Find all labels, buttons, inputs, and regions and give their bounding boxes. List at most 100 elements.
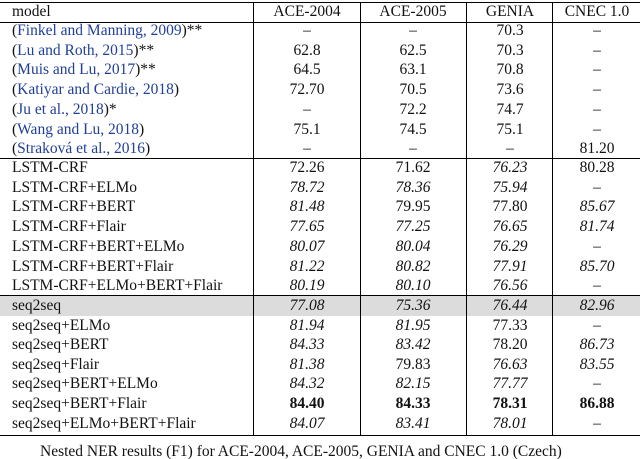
model-name: seq2seq+BERT [12,336,109,354]
score: 80.07 [289,237,325,255]
score: 84.32 [289,375,325,393]
score: 83.55 [579,355,615,373]
score: 84.40 [289,395,325,412]
score: – [593,100,601,118]
score: 73.6 [496,81,524,99]
score: 75.94 [492,178,528,196]
score: – [409,22,417,39]
column-rule [253,2,254,435]
score: 80.19 [289,277,325,295]
score: – [593,120,601,138]
model-name: seq2seq+BERT+Flair [12,395,147,412]
score: 81.38 [289,355,325,373]
highlight-row [0,296,640,316]
score: 64.5 [293,61,321,79]
score: – [506,140,514,158]
score: 81.95 [395,316,431,334]
column-rule [552,2,553,435]
rule [0,435,640,436]
rule [0,22,640,23]
score: 78.36 [395,178,431,196]
score: – [593,22,601,39]
model-name: (Lu and Roth, 2015)** [12,41,155,59]
score: 80.04 [395,237,431,255]
score: 76.63 [492,355,528,373]
score: – [593,277,601,295]
column-rule [360,2,361,435]
score: 76.65 [492,218,528,236]
score: 76.29 [492,237,528,255]
score: 70.3 [496,22,524,39]
model-name: (Finkel and Manning, 2009)** [12,22,203,39]
score: 80.28 [579,159,615,176]
score: 77.77 [492,375,528,393]
score: 81.74 [579,218,615,236]
score: – [303,100,311,118]
score: – [593,178,601,196]
rule [0,295,640,296]
model-name: LSTM-CRF+Flair [12,218,126,236]
score: – [303,22,311,39]
model-name: LSTM-CRF+BERT+Flair [12,257,174,275]
score: 81.22 [289,257,325,275]
score: 81.48 [289,198,325,216]
score: – [409,140,417,158]
score: 70.8 [496,61,524,79]
score: 86.88 [579,395,615,412]
column-rule [466,2,467,435]
score: 82.96 [579,297,615,314]
score: 76.23 [492,159,528,176]
score: 72.70 [289,81,325,99]
score: 84.07 [289,414,325,432]
column-header: ACE-2004 [273,3,341,20]
score: 77.80 [492,198,528,216]
score: – [593,61,601,79]
score: – [593,237,601,255]
score: 80.82 [395,257,431,275]
score: 77.25 [395,218,431,236]
score: 79.83 [395,355,431,373]
score: – [593,81,601,99]
model-name: (Wang and Lu, 2018) [12,120,145,138]
model-name: seq2seq+BERT+ELMo [12,375,158,393]
score: 62.5 [399,41,427,59]
score: 75.36 [395,297,431,314]
score: 78.20 [492,336,528,354]
score: 71.62 [395,159,431,176]
model-name: LSTM-CRF [12,159,88,176]
score: 81.20 [579,140,615,158]
score: 81.94 [289,316,325,334]
score: 70.5 [399,81,427,99]
score: – [593,375,601,393]
score: 85.67 [579,198,615,216]
column-header: ACE-2005 [379,3,447,20]
caption: Nested NER results (F1) for ACE-2004, AC… [40,443,562,459]
model-name: seq2seq [12,297,62,314]
model-name: (Katiyar and Cardie, 2018) [12,81,180,99]
column-header: model [12,3,51,20]
column-header: CNEC 1.0 [564,3,630,20]
score: 70.3 [496,41,524,59]
model-name: LSTM-CRF+BERT [12,198,136,216]
score: 82.15 [395,375,431,393]
score: 74.5 [399,120,427,138]
score: 72.26 [289,159,325,176]
score: 77.08 [289,297,325,314]
rule [0,158,640,159]
score: – [303,140,311,158]
score: 83.41 [395,414,431,432]
score: 76.56 [492,277,528,295]
score: – [593,316,601,334]
score: 85.70 [579,257,615,275]
score: 74.7 [496,100,524,118]
score: 80.10 [395,277,431,295]
model-name: seq2seq+Flair [12,355,100,373]
model-name: seq2seq+ELMo+BERT+Flair [12,414,196,432]
score: 78.72 [289,178,325,196]
score: 75.1 [293,120,321,138]
score: 72.2 [399,100,427,118]
score: 83.42 [395,336,431,354]
score: 79.95 [395,198,431,216]
score: – [593,41,601,59]
